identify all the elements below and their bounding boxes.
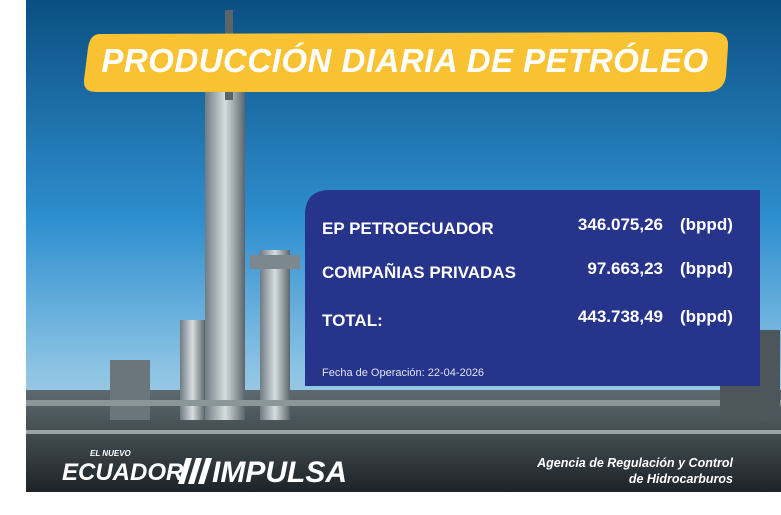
row-label: COMPAÑIAS PRIVADAS: [322, 262, 516, 282]
row-label: TOTAL:: [322, 311, 383, 330]
row-value: 346.075,26: [578, 215, 663, 234]
data-panel: [305, 190, 760, 386]
row-label: EP PETROECUADOR: [322, 219, 494, 238]
row-unit: (bppd): [680, 307, 733, 326]
agency-line: Agencia de Regulación y Control: [536, 456, 733, 470]
row-value: 97.663,23: [587, 259, 663, 278]
row-unit: (bppd): [680, 259, 733, 278]
logo-slashes: [178, 458, 212, 484]
row-value: 443.738,49: [578, 307, 663, 326]
title-banner: [83, 32, 729, 92]
agency-line: de Hidrocarburos: [629, 472, 733, 486]
logo-left: ECUADOR: [62, 459, 184, 486]
logo: EL NUEVO ECUADOR IMPULSA: [62, 449, 347, 489]
rows: EP PETROECUADOR 346.075,26 (bppd) COMPAÑIAS…: [322, 215, 733, 330]
operation-date: Fecha de Operación: 22-04-2026: [322, 367, 484, 379]
logo-right: IMPULSA: [212, 456, 347, 489]
row-unit: (bppd): [680, 215, 733, 234]
title: PRODUCCIÓN DIARIA DE PETRÓLEO: [101, 42, 708, 79]
logo-small: EL NUEVO: [90, 449, 132, 458]
